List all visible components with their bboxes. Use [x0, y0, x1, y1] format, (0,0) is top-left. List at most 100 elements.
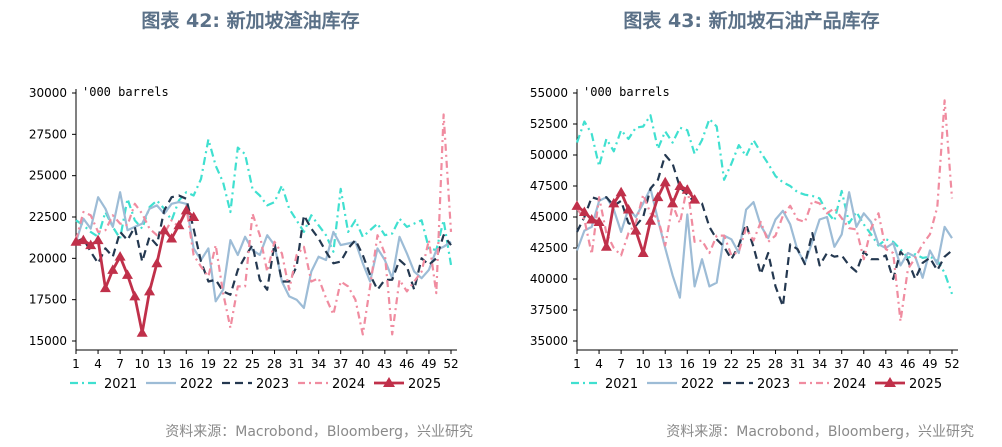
y-tick-label: 30000	[29, 86, 67, 100]
legend-marker-2025	[884, 377, 896, 387]
x-tick-label: 19	[201, 357, 216, 371]
series-line-2022	[74, 191, 452, 309]
legend-label-2024: 2024	[833, 377, 866, 392]
x-tick-label: 16	[680, 357, 695, 371]
series-line-2023	[576, 153, 953, 308]
x-tick-label: 13	[658, 357, 673, 371]
x-tick-label: 1	[573, 357, 581, 371]
series-line-2021	[75, 138, 453, 266]
x-tick-label: 22	[223, 357, 238, 371]
unit-label: '000 barrels	[583, 85, 670, 99]
x-tick-label: 34	[311, 357, 326, 371]
y-tick-label: 45000	[530, 210, 568, 224]
x-tick-label: 43	[377, 357, 392, 371]
source-note: 资料来源：Macrobond，Bloomberg，兴业研究	[666, 424, 974, 440]
data-point-2025	[144, 285, 156, 296]
data-point-2025	[173, 219, 185, 230]
data-point-2025	[85, 239, 97, 250]
legend-label-2022: 2022	[180, 377, 213, 392]
data-point-2025	[593, 216, 605, 226]
x-tick-label: 16	[179, 357, 194, 371]
x-tick-label: 34	[812, 357, 827, 371]
x-tick-label: 10	[135, 357, 150, 371]
data-point-2025	[637, 247, 649, 257]
data-point-2025	[586, 213, 598, 224]
data-point-2025	[645, 215, 657, 225]
data-point-2025	[121, 269, 133, 279]
x-tick-label: 22	[724, 357, 739, 371]
data-point-2025	[166, 232, 178, 243]
data-point-2025	[107, 264, 119, 274]
data-point-2025	[158, 224, 170, 235]
x-tick-label: 13	[157, 357, 172, 371]
series-line-2021	[575, 114, 954, 295]
data-point-2025	[681, 184, 693, 194]
x-tick-label: 43	[878, 357, 893, 371]
data-point-2025	[622, 204, 634, 214]
y-tick-label: 42500	[530, 241, 568, 255]
legend-label-2023: 2023	[757, 377, 790, 392]
chart-title: 图表 43: 新加坡石油产品库存	[623, 10, 880, 32]
x-tick-label: 52	[944, 357, 959, 371]
x-tick-label: 19	[702, 357, 717, 371]
x-tick-label: 46	[900, 357, 915, 371]
y-tick-label: 22500	[29, 210, 67, 224]
x-tick-label: 7	[116, 357, 124, 371]
y-tick-label: 20000	[29, 251, 67, 265]
x-tick-label: 31	[289, 357, 304, 371]
data-point-2025	[99, 282, 111, 293]
data-point-2025	[652, 191, 664, 202]
data-point-2025	[571, 200, 583, 210]
chart-panel-42: 图表 42: 新加坡渣油库存 '000 barrels 15000 17500 200…	[29, 10, 473, 440]
x-tick-label: 49	[421, 357, 436, 371]
x-tick-label: 28	[768, 357, 783, 371]
x-tick-label: 31	[790, 357, 805, 371]
data-point-2025	[180, 204, 192, 215]
x-tick-label: 46	[399, 357, 414, 371]
x-tick-label: 25	[245, 357, 260, 371]
chart-title: 图表 42: 新加坡渣油库存	[141, 10, 360, 32]
data-point-2025	[151, 257, 163, 268]
x-tick-label: 49	[922, 357, 937, 371]
data-point-2025	[114, 251, 126, 261]
x-tick-label: 10	[636, 357, 651, 371]
data-point-2025	[600, 241, 612, 251]
unit-label: '000 barrels	[82, 85, 169, 99]
data-point-2025	[615, 186, 627, 197]
y-tick-label: 27500	[29, 127, 67, 141]
legend-label-2022: 2022	[681, 377, 714, 392]
chart-panel-43: 图表 43: 新加坡石油产品库存 '000 barrels 35000 37500 4…	[501, 0, 1002, 447]
y-tick-label: 25000	[29, 169, 67, 183]
x-tick-label: 37	[834, 357, 849, 371]
data-point-2025	[689, 194, 701, 204]
chart-42-svg: '000 barrels 15000 17500 20000 22500 25000 275…	[29, 85, 459, 392]
legend-label-2023: 2023	[256, 377, 289, 392]
y-tick-label: 47500	[530, 179, 568, 193]
data-point-2025	[129, 290, 141, 301]
data-point-2025	[92, 234, 104, 245]
data-point-2025	[667, 197, 679, 208]
data-point-2025	[188, 211, 200, 221]
data-point-2025	[674, 180, 686, 190]
legend-label-2025: 2025	[909, 377, 942, 392]
data-point-2025	[578, 206, 590, 217]
y-tick-label: 15000	[29, 334, 67, 348]
legend-label-2021: 2021	[605, 377, 638, 392]
chart-43-svg: '000 barrels3500037500400004250045000475…	[530, 85, 960, 392]
legend-label-2024: 2024	[332, 377, 365, 392]
y-tick-label: 35000	[530, 334, 568, 348]
legend-marker-2025	[383, 377, 395, 387]
source-note: 资料来源：Macrobond，Bloomberg，兴业研究	[165, 424, 473, 440]
y-tick-label: 17500	[29, 293, 67, 307]
data-point-2025	[136, 327, 148, 337]
series-line-2024	[74, 113, 453, 336]
data-point-2025	[630, 225, 642, 235]
y-tick-label: 50000	[530, 148, 568, 162]
data-point-2025	[77, 234, 89, 245]
x-tick-label: 52	[443, 357, 458, 371]
y-tick-label: 40000	[530, 272, 568, 286]
legend-label-2021: 2021	[104, 377, 137, 392]
x-tick-label: 7	[617, 357, 625, 371]
y-tick-label: 55000	[530, 86, 568, 100]
x-tick-label: 25	[746, 357, 761, 371]
